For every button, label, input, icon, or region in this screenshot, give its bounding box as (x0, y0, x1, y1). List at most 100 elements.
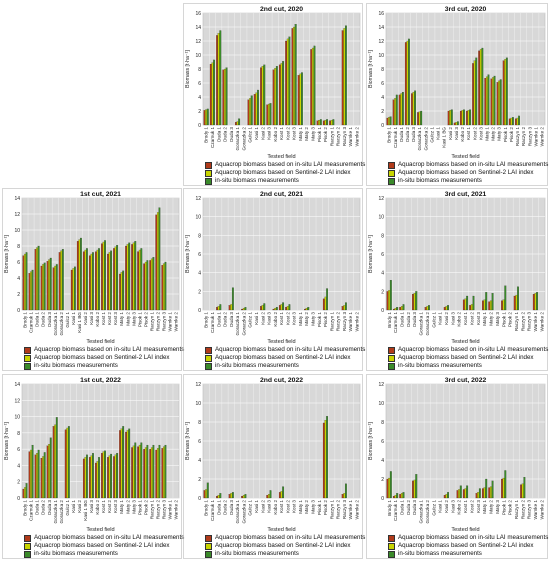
legend-label-aquacrop-lai: Aquacrop biomass based on in-situ LAI me… (398, 534, 549, 541)
bar-insitu (244, 494, 247, 499)
x-tick-label: Pisok 1 (503, 127, 508, 143)
x-tick-label: Gulcz 1 (431, 500, 436, 516)
legend-item-insitu: in-situ biomass measurements (205, 177, 365, 185)
y-tick-label: 4 (198, 271, 201, 277)
bar-insitu (408, 38, 410, 126)
x-tick-label: Maty 1 (298, 312, 303, 326)
legend-label-insitu: in-situ biomass measurements (398, 362, 482, 369)
legend-swatch-aquacrop-s2 (24, 354, 31, 362)
x-axis-label: Tested field (86, 339, 114, 345)
bar-aquacrop_lai (398, 94, 401, 126)
x-tick-label: Raczyn 3 (342, 500, 347, 520)
bar-aquacrop_s2 (486, 76, 488, 126)
bar-aquacrop_lai (514, 118, 517, 126)
bar-aquacrop_lai (266, 495, 269, 499)
legend-item-aquacrop-s2: Aquacrop biomass based on Sentinel-2 LAI… (388, 354, 548, 362)
bar-aquacrop_lai (412, 294, 414, 311)
legend-swatch-aquacrop-s2 (24, 542, 31, 550)
y-tick-label: 8 (381, 420, 384, 426)
x-tick-label: Maty 3 (311, 500, 316, 514)
bar-aquacrop_s2 (48, 259, 51, 311)
bar-insitu (517, 286, 519, 311)
bar-insitu (485, 478, 488, 499)
x-tick-label: Raczyn 1 (329, 500, 334, 520)
bar-insitu (92, 453, 94, 499)
bar-insitu (288, 304, 291, 311)
x-tick-label: Kost 3 (292, 500, 297, 513)
bar-aquacrop_s2 (224, 68, 226, 126)
panel-border (183, 188, 363, 371)
legend-item-aquacrop-s2: Aquacrop biomass based on Sentinel-2 LAI… (24, 542, 184, 550)
bar-aquacrop_lai (266, 104, 269, 126)
bar-aquacrop_s2 (504, 59, 507, 126)
x-tick-label: Maty 2 (489, 500, 494, 514)
bar-aquacrop_s2 (534, 293, 537, 311)
y-tick-label: 6 (198, 439, 201, 445)
bar-aquacrop_lai (278, 305, 281, 311)
bar-insitu (396, 307, 399, 311)
x-tick-label: Duda 1 (35, 312, 40, 327)
bar-aquacrop_s2 (426, 306, 429, 311)
bar-insitu (244, 307, 247, 311)
bar-aquacrop_lai (520, 484, 523, 499)
y-tick-label: 14 (378, 25, 384, 31)
legend-swatch-aquacrop-s2 (205, 542, 212, 550)
bar-aquacrop_s2 (330, 119, 333, 126)
bar-aquacrop_lai (64, 429, 67, 499)
bar-insitu (415, 474, 418, 499)
bar-aquacrop_s2 (318, 119, 321, 126)
x-tick-label: Kasi 3 (450, 500, 455, 513)
bar-insitu (231, 492, 234, 499)
bar-aquacrop_lai (40, 457, 43, 499)
bar-aquacrop_lai (209, 63, 212, 126)
bar-aquacrop_lai (399, 307, 402, 311)
legend-label-aquacrop-s2: Aquacrop biomass based on Sentinel-2 LAI… (398, 542, 534, 549)
bar-insitu (219, 304, 222, 311)
bar-aquacrop_s2 (394, 495, 397, 499)
bar-insitu (164, 261, 167, 311)
bar-insitu (49, 437, 52, 499)
bar-insitu (206, 482, 209, 499)
x-tick-label: Goraczka 2 (241, 500, 246, 524)
legend-label-insitu: in-situ biomass measurements (215, 177, 299, 184)
legend-label-insitu: in-situ biomass measurements (398, 550, 482, 557)
x-tick-label: Kost 3 (476, 500, 481, 513)
legend-item-aquacrop-s2: Aquacrop biomass based on Sentinel-2 LAI… (24, 354, 184, 362)
x-tick-label: Goraczka 2 (59, 500, 64, 524)
bar-aquacrop_s2 (280, 304, 283, 311)
bar-aquacrop_s2 (36, 453, 38, 499)
x-tick-label: Brody 1 (387, 127, 392, 143)
x-tick-label: Maty 2 (304, 500, 309, 514)
panel-border (366, 3, 548, 186)
y-tick-label: 0 (17, 308, 20, 314)
x-tick-label: Kasi 2 (260, 500, 265, 513)
x-tick-label: Duda 1 (216, 500, 221, 515)
bar-insitu (332, 119, 335, 126)
y-tick-label: 10 (195, 53, 201, 59)
bar-aquacrop_s2 (445, 494, 448, 499)
bar-aquacrop_lai (459, 110, 462, 126)
y-tick-label: 10 (378, 215, 384, 221)
bar-insitu (447, 305, 450, 311)
bar-insitu (275, 307, 278, 311)
bar-insitu (499, 79, 502, 126)
bar-aquacrop_s2 (120, 428, 123, 499)
bar-aquacrop_s2 (280, 491, 283, 499)
bar-aquacrop_s2 (483, 299, 486, 311)
x-tick-label: Warnke 1 (533, 127, 538, 147)
bar-insitu (128, 242, 131, 311)
x-tick-label: Raczyn 2 (336, 127, 341, 147)
legend-item-aquacrop-s2: Aquacrop biomass based on Sentinel-2 LAI… (205, 169, 365, 177)
x-tick-label: Brody 1 (204, 127, 209, 143)
bar-insitu (487, 74, 490, 126)
legend-swatch-aquacrop-lai (388, 534, 395, 542)
x-tick-label: Gulcz 1 (65, 500, 70, 516)
x-tick-label: Warnke 1 (168, 500, 173, 520)
legend-item-insitu: in-situ biomass measurements (24, 362, 184, 370)
bar-aquacrop_s2 (102, 241, 105, 311)
bar-aquacrop_s2 (114, 454, 117, 499)
bar-insitu (345, 302, 347, 311)
x-tick-label: Duda 3 (47, 500, 52, 515)
x-tick-label: Duda 1 (399, 127, 404, 142)
bar-aquacrop_s2 (42, 264, 45, 311)
